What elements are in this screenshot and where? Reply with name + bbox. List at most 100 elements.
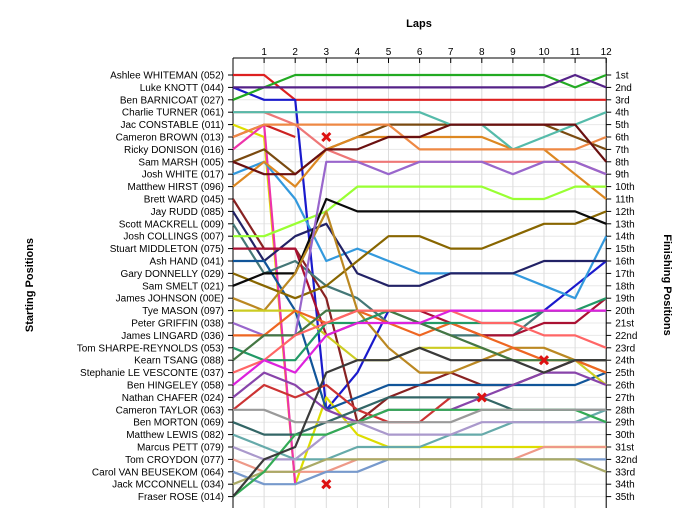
starting-position-label: Ben BARNICOAT (027) [120,95,224,106]
finishing-position-label: 13th [615,219,634,230]
starting-position-label: Ben HINGELEY (058) [127,381,224,392]
finishing-position-label: 12th [615,207,634,218]
finishing-position-label: 23rd [615,343,635,354]
retired-marker-41 [538,355,550,366]
lap-label: 9 [510,47,516,58]
finishing-position-label: 7th [615,145,629,156]
starting-position-label: Fraser ROSE (014) [138,492,224,503]
starting-position-label: Cameron TAYLOR (063) [116,405,224,416]
lap-label: 3 [324,47,330,58]
finishing-position-label: 31st [615,443,634,454]
finishing-position-label: 19th [615,294,634,305]
finishing-position-label: 21st [615,319,634,330]
lap-label: 6 [417,47,423,58]
lap-label: 5 [386,47,392,58]
finishing-position-label: 4th [615,108,629,119]
lap-label: 4 [355,47,361,58]
series-line-40 [233,408,607,424]
series-line-19 [232,210,607,374]
y-axis-title-left: Starting Positions [24,238,36,332]
starting-position-label: Ash HAND (041) [150,257,224,268]
starting-position-label: Carol VAN BEUSEKOM (064) [92,467,224,478]
finishing-position-label: 1st [615,71,629,82]
finishing-position-label: 25th [615,368,634,379]
finishing-position-label: 3rd [615,95,629,106]
finishing-position-label: 14th [615,232,634,243]
finishing-position-label: 11th [615,195,634,206]
series-line-41 [232,346,607,498]
series-line-37 [233,111,607,151]
series-line-36 [233,73,607,89]
finishing-position-label: 8th [615,157,629,168]
finishing-position-label: 10th [615,182,634,193]
finishing-position-label: 34th [615,480,634,491]
finishing-position-label: 18th [615,281,634,292]
lap-label: 8 [479,47,485,58]
retired-markers [321,131,550,490]
starting-position-label: Tom CROYDON (077) [125,455,224,466]
finishing-position-label: 24th [615,356,634,367]
series-line-25 [232,309,607,374]
starting-position-label: Charlie TURNER (061) [122,108,224,119]
series-lines [232,73,608,498]
y-axis-title-right: Finishing Positions [661,234,673,335]
finishing-position-label: 9th [615,170,629,181]
starting-position-label: Peter GRIFFIN (038) [131,319,224,330]
finishing-position-label: 32nd [615,455,637,466]
starting-position-label: Ben MORTON (069) [133,418,224,429]
lap-label: 11 [570,47,581,58]
series-line-34 [232,458,607,486]
series-line-14 [233,185,607,238]
finishing-position-label: 20th [615,306,634,317]
starting-position-label: Brett WARD (045) [144,195,224,206]
starting-position-label: Josh WHITE (017) [142,170,224,181]
finishing-position-label: 26th [615,381,634,392]
starting-position-label: Matthew LEWIS (082) [126,430,224,441]
starting-position-label: Nathan CHAFER (024) [122,393,224,404]
series-line-39 [232,123,608,176]
lap-label: 12 [601,47,613,58]
starting-position-label: Sam MARSH (005) [138,157,224,168]
starting-position-label: Kearn TSANG (088) [134,356,224,367]
starting-position-label: Sam SMELT (021) [142,281,224,292]
lap-label: 1 [261,47,267,58]
starting-position-label: Stephanie LE VESCONTE (037) [80,368,224,379]
starting-position-label: Josh COLLINGS (007) [123,232,224,243]
series-line-12 [232,210,607,287]
series-line-38 [232,123,607,151]
retired-marker-7 [321,479,332,490]
starting-position-label: Jay RUDD (085) [151,207,224,218]
starting-position-label: James JOHNSON (00E) [116,294,224,305]
series-line-17 [232,210,607,300]
starting-position-label: Jack MCCONNELL (034) [112,480,224,491]
starting-position-label: Marcus PETT (079) [137,443,224,454]
finishing-position-label: 2nd [615,83,632,94]
finishing-position-label: 5th [615,120,629,131]
finishing-position-label: 35th [615,492,634,503]
series-line-31 [232,421,607,461]
x-axis-title: Laps [406,18,432,30]
retired-marker-6 [321,131,332,143]
finishing-position-label: 33rd [615,467,635,478]
finishing-position-label: 17th [615,269,634,280]
starting-position-label: Luke KNOTT (044) [140,83,224,94]
starting-position-label: Cameron BROWN (013) [116,133,224,144]
starting-position-label: Jac CONSTABLE (011) [120,120,224,131]
finishing-position-label: 6th [615,133,629,144]
lap-label: 2 [292,47,298,58]
finishing-position-label: 29th [615,418,634,429]
series-line-26 [232,309,607,386]
starting-position-label: Tom SHARPE-REYNOLDS (053) [77,343,224,354]
starting-position-label: Gary DONNELLY (029) [120,269,224,280]
finishing-position-label: 28th [615,405,634,416]
finishing-position-label: 16th [615,257,634,268]
starting-position-label: Ashlee WHITEMAN (052) [110,71,224,82]
lap-label: 10 [538,47,550,58]
lap-label: 7 [448,47,454,58]
series-line-3 [232,73,607,101]
finishing-position-label: 30th [615,430,634,441]
starting-position-label: Matthew HIRST (096) [127,182,224,193]
starting-position-label: Ricky DONISON (016) [124,145,224,156]
